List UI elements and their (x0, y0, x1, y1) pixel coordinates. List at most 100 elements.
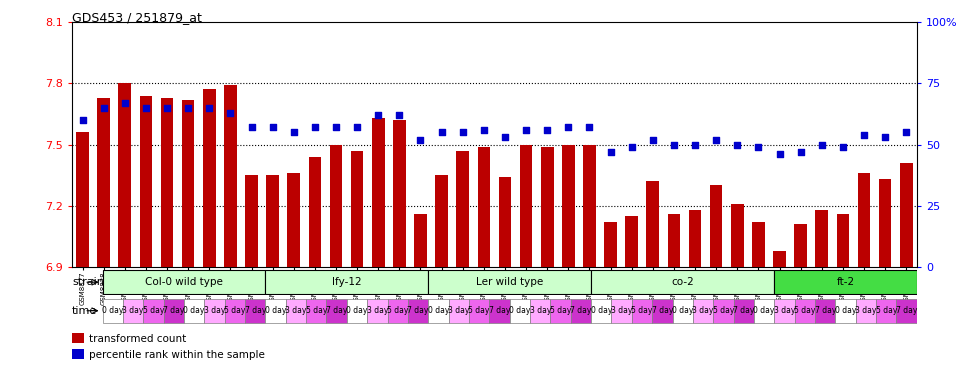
Bar (306, 299, 326, 322)
Bar (540, 147, 554, 267)
Text: 3 day: 3 day (611, 306, 633, 315)
Bar (709, 186, 723, 267)
Point (434, 129, 449, 135)
Bar (245, 299, 265, 322)
Point (476, 127, 492, 133)
Point (159, 105, 175, 111)
Bar (225, 299, 245, 322)
Bar (794, 224, 807, 267)
Point (793, 149, 808, 155)
Bar (123, 299, 143, 322)
Text: 3 day: 3 day (367, 306, 388, 315)
Text: 3 day: 3 day (692, 306, 713, 315)
Bar (591, 270, 775, 294)
Point (265, 124, 280, 130)
Text: time: time (72, 306, 97, 316)
Point (180, 105, 196, 111)
Bar (876, 299, 897, 322)
Bar (118, 83, 132, 267)
Bar (754, 299, 775, 322)
Point (117, 100, 132, 106)
Point (413, 137, 428, 143)
Bar (350, 151, 364, 267)
Text: 3 day: 3 day (285, 306, 306, 315)
Point (814, 142, 829, 147)
Bar (652, 299, 673, 322)
Text: 7 day: 7 day (326, 306, 348, 315)
Point (307, 124, 323, 130)
Bar (490, 299, 510, 322)
Bar (372, 118, 385, 267)
Text: 7 day: 7 day (489, 306, 510, 315)
Bar (775, 270, 917, 294)
Bar (143, 299, 163, 322)
Bar (571, 299, 591, 322)
Bar (72, 349, 84, 359)
Text: 0 day: 0 day (590, 306, 612, 315)
Point (772, 152, 787, 157)
Bar (733, 299, 754, 322)
Text: 5 day: 5 day (305, 306, 327, 315)
Text: co-2: co-2 (671, 277, 694, 287)
Bar (550, 299, 571, 322)
Bar (435, 175, 448, 267)
Point (540, 127, 555, 133)
Text: 3 day: 3 day (448, 306, 469, 315)
Bar (835, 299, 855, 322)
Text: Ler wild type: Ler wild type (476, 277, 543, 287)
Bar (752, 222, 765, 267)
Point (96, 105, 111, 111)
Text: 5 day: 5 day (468, 306, 490, 315)
Bar (245, 175, 258, 267)
Text: 0 day: 0 day (754, 306, 775, 315)
Bar (625, 216, 638, 267)
Point (730, 142, 745, 147)
Bar (604, 222, 617, 267)
Bar (160, 98, 174, 267)
Bar (286, 299, 306, 322)
Bar (773, 251, 786, 267)
Text: 7 day: 7 day (814, 306, 836, 315)
Text: 7 day: 7 day (163, 306, 184, 315)
Point (645, 137, 660, 143)
Point (202, 105, 217, 111)
Point (328, 124, 344, 130)
Bar (897, 299, 917, 322)
Bar (530, 299, 550, 322)
Bar (181, 100, 195, 267)
Bar (878, 179, 892, 267)
Text: 7 day: 7 day (407, 306, 429, 315)
Bar (448, 299, 468, 322)
Bar (265, 270, 428, 294)
Text: 7 day: 7 day (896, 306, 918, 315)
Text: 0 day: 0 day (265, 306, 286, 315)
Bar (72, 333, 84, 343)
Bar (265, 299, 286, 322)
Text: transformed count: transformed count (88, 334, 186, 344)
Bar (646, 182, 660, 267)
Text: 3 day: 3 day (530, 306, 551, 315)
Text: Col-0 wild type: Col-0 wild type (145, 277, 223, 287)
Bar (326, 299, 347, 322)
Bar (287, 173, 300, 267)
Point (286, 129, 301, 135)
Bar (477, 147, 491, 267)
Point (75, 117, 90, 123)
Bar (203, 89, 216, 267)
Text: 7 day: 7 day (245, 306, 266, 315)
Bar (612, 299, 632, 322)
Bar (510, 299, 530, 322)
Bar (900, 163, 913, 267)
Bar (815, 299, 835, 322)
Point (666, 142, 682, 147)
Text: 0 day: 0 day (102, 306, 124, 315)
Bar (836, 214, 850, 267)
Bar (103, 270, 265, 294)
Bar (139, 96, 153, 267)
Point (899, 129, 914, 135)
Bar (815, 210, 828, 267)
Bar (857, 173, 871, 267)
Bar (428, 299, 448, 322)
Text: ft-2: ft-2 (836, 277, 854, 287)
Bar (408, 299, 428, 322)
